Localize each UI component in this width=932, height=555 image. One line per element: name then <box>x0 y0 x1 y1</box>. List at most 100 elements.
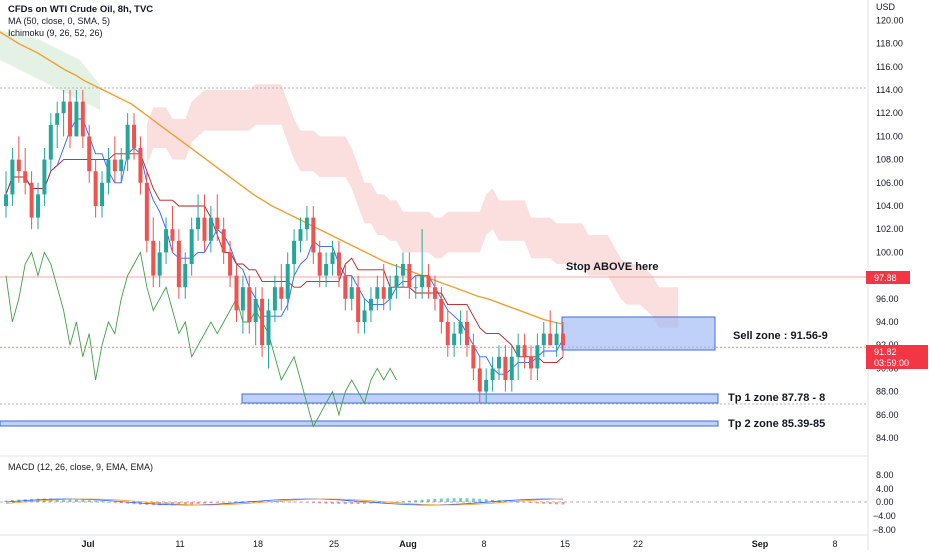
macd-bar-49 <box>318 502 322 504</box>
candle-body-35 <box>228 252 233 276</box>
candle-body-29 <box>189 229 194 264</box>
candle-body-20 <box>132 124 137 148</box>
macd-bar-75 <box>484 499 488 502</box>
macd-bar-20 <box>132 502 136 505</box>
candle-body-70 <box>452 333 457 346</box>
candle-body-64 <box>413 287 418 289</box>
time-tick-5: 8 <box>481 539 486 549</box>
price-tick-16: 116.00 <box>876 62 903 72</box>
candle-body-9 <box>61 101 66 114</box>
candle-body-4 <box>29 182 34 218</box>
time-tick-2: 18 <box>253 539 263 549</box>
price-tick-10: 104.00 <box>876 201 904 211</box>
ichimoku-cloud-bull <box>0 30 100 110</box>
candle-body-23 <box>151 240 156 276</box>
tp2-label: Tp 2 zone 85.39-85 <box>728 418 825 430</box>
candle-body-19 <box>125 124 130 160</box>
macd-bar-86 <box>555 502 559 505</box>
price-tick-2: 88.00 <box>876 387 899 397</box>
candle-body-73 <box>471 345 476 369</box>
macd-bar-55 <box>356 502 360 504</box>
candle-body-2 <box>16 159 21 172</box>
candle-body-13 <box>87 136 92 172</box>
candle-body-39 <box>253 298 258 322</box>
time-tick-3: 25 <box>329 539 339 549</box>
macd-bar-62 <box>401 501 405 502</box>
candle-body-31 <box>202 217 207 241</box>
macd-signal-line <box>5 498 564 506</box>
candle-body-72 <box>464 322 469 346</box>
candle-body-38 <box>247 287 252 322</box>
macd-bar-85 <box>548 502 552 505</box>
stop-price-label: 97.88 <box>874 273 897 283</box>
candle-body-43 <box>279 287 284 299</box>
macd-bar-28 <box>183 502 187 505</box>
macd-tick-1: 8.00 <box>876 470 894 480</box>
price-tick-17: 118.00 <box>876 39 903 49</box>
candle-body-34 <box>221 229 226 253</box>
price-tick-5: 94.00 <box>876 317 899 327</box>
candle-body-41 <box>266 310 271 346</box>
candle-body-69 <box>445 322 450 346</box>
time-tick-6: 15 <box>560 539 570 549</box>
candle-body-78 <box>503 356 508 380</box>
price-tick-15: 114.00 <box>876 85 903 95</box>
sell-zone-box <box>561 316 716 351</box>
macd-bar-84 <box>542 502 546 504</box>
macd-bar-37 <box>241 501 245 502</box>
candle-body-33 <box>215 217 220 230</box>
candle-body-17 <box>112 159 117 172</box>
macd-bar-34 <box>222 502 226 503</box>
candle-body-77 <box>496 356 501 369</box>
macd-bar-19 <box>126 502 130 504</box>
tenkan-line <box>5 118 564 375</box>
candle-body-24 <box>157 252 162 276</box>
macd-bar-36 <box>234 501 238 503</box>
macd-bar-27 <box>177 502 181 505</box>
currency-label: USD <box>876 2 896 12</box>
candle-body-48 <box>311 217 316 253</box>
candle-body-18 <box>119 159 124 172</box>
candle-body-67 <box>432 287 437 299</box>
candle-body-51 <box>330 252 335 264</box>
macd-label: MACD (12, 26, close, 9, EMA, EMA) <box>8 462 153 472</box>
macd-bar-74 <box>478 498 482 502</box>
candle-body-61 <box>394 275 399 288</box>
macd-bar-72 <box>465 498 469 502</box>
macd-bar-24 <box>158 502 162 506</box>
macd-bar-70 <box>452 498 456 502</box>
last-price-tag <box>866 345 928 369</box>
time-tick-1: 11 <box>175 539 184 549</box>
candle-body-28 <box>183 264 188 288</box>
candle-body-62 <box>400 264 405 276</box>
candle-body-27 <box>176 240 181 288</box>
sell-zone-label: Sell zone : 91.56-9 <box>733 330 828 342</box>
candle-body-26 <box>170 229 175 241</box>
candle-body-71 <box>458 322 463 334</box>
price-tick-1: 86.00 <box>876 410 899 420</box>
candle-body-14 <box>93 171 98 206</box>
candle-body-81 <box>522 345 527 357</box>
macd-bar-71 <box>459 498 463 502</box>
macd-bar-82 <box>529 502 533 503</box>
macd-bar-16 <box>106 501 110 503</box>
candle-body-84 <box>541 333 546 346</box>
macd-bar-10 <box>68 498 72 502</box>
candle-body-16 <box>106 159 111 183</box>
price-tick-6: 96.00 <box>876 294 899 304</box>
candle-body-54 <box>349 287 354 299</box>
price-tick-9: 102.00 <box>876 224 904 234</box>
macd-bar-73 <box>471 498 475 502</box>
macd-bar-45 <box>292 501 296 503</box>
candle-body-86 <box>554 333 559 346</box>
macd-tick-3: 0.00 <box>876 497 894 507</box>
candle-body-63 <box>407 264 412 288</box>
symbol-title: CFDs on WTI Crude Oil, 8h, TVC <box>8 4 153 15</box>
candle-body-5 <box>36 194 41 218</box>
candle-body-65 <box>420 275 425 288</box>
macd-bar-52 <box>337 502 341 504</box>
last-price-label: 91.82 <box>874 347 897 357</box>
macd-bar-61 <box>395 501 399 503</box>
candle-body-1 <box>10 159 15 195</box>
